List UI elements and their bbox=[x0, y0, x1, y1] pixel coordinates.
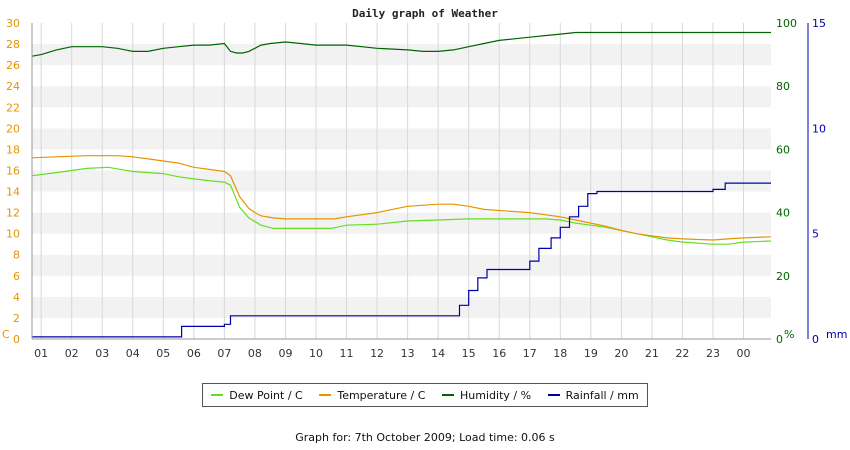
left-axis-unit: C bbox=[2, 328, 10, 341]
left-tick-label: 24 bbox=[6, 80, 20, 93]
right1-tick-label: 60 bbox=[776, 143, 790, 156]
right1-tick-label: 20 bbox=[776, 270, 790, 283]
grid-band bbox=[32, 86, 771, 108]
grid-band bbox=[32, 65, 771, 87]
left-tick-label: 6 bbox=[13, 270, 20, 283]
vertical-gridlines bbox=[40, 23, 745, 339]
grid-band bbox=[32, 317, 771, 339]
legend-label: Temperature / C bbox=[337, 388, 426, 402]
x-tick-label: 21 bbox=[645, 347, 659, 360]
left-tick-label: 26 bbox=[6, 59, 20, 72]
left-tick-label: 16 bbox=[6, 164, 20, 177]
legend-label: Dew Point / C bbox=[229, 388, 303, 402]
left-tick-label: 28 bbox=[6, 38, 20, 51]
right2-tick-label: 15 bbox=[812, 17, 826, 30]
left-tick-label: 22 bbox=[6, 101, 20, 114]
right1-tick-label: 40 bbox=[776, 207, 790, 220]
series-layer bbox=[31, 31, 772, 338]
chart-title: Daily graph of Weather bbox=[352, 7, 498, 20]
x-tick-label: 17 bbox=[523, 347, 537, 360]
x-tick-label: 22 bbox=[675, 347, 689, 360]
right2-axis-unit: mm bbox=[826, 328, 847, 341]
x-tick-label: 00 bbox=[737, 347, 751, 360]
axes: 01 02 03 04 05 06 07 08 09 10 11 12 13 14 15 16 17 18 19 20… bbox=[2, 17, 847, 360]
legend-item: Rainfall / mm bbox=[547, 388, 639, 402]
x-tick-label: 13 bbox=[401, 347, 415, 360]
x-tick-label: 12 bbox=[370, 347, 384, 360]
grid-band bbox=[32, 149, 771, 171]
series-line bbox=[31, 31, 771, 57]
left-tick-label: 4 bbox=[13, 291, 20, 304]
right1-tick-label: 80 bbox=[776, 80, 790, 93]
x-tick-label: 11 bbox=[340, 347, 354, 360]
left-tick-label: 14 bbox=[6, 186, 20, 199]
x-tick-label: 04 bbox=[126, 347, 140, 360]
x-tick-label: 10 bbox=[309, 347, 323, 360]
left-tick-label: 20 bbox=[6, 122, 20, 135]
x-tick-label: 19 bbox=[584, 347, 598, 360]
right1-tick-label: 0 bbox=[776, 333, 783, 346]
grid-band bbox=[32, 23, 771, 45]
series-line bbox=[32, 182, 771, 338]
x-tick-label: 18 bbox=[553, 347, 567, 360]
legend-label: Humidity / % bbox=[460, 388, 532, 402]
legend-swatch bbox=[547, 394, 560, 396]
left-tick-label: 18 bbox=[6, 143, 20, 156]
x-tick-label: 15 bbox=[462, 347, 476, 360]
x-tick-label: 03 bbox=[95, 347, 109, 360]
right1-axis-unit: % bbox=[784, 328, 794, 341]
series-line bbox=[31, 166, 772, 245]
chart-legend: Dew Point / C Temperature / C Humidity / %… bbox=[202, 383, 648, 407]
right2-tick-label: 0 bbox=[812, 333, 819, 346]
legend-swatch bbox=[442, 394, 455, 396]
left-tick-label: 8 bbox=[13, 249, 20, 262]
right2-tick-label: 5 bbox=[812, 228, 819, 241]
grid-band bbox=[32, 296, 771, 318]
x-tick-label: 08 bbox=[248, 347, 262, 360]
legend-item: Temperature / C bbox=[319, 389, 425, 402]
legend-label: Rainfall / mm bbox=[565, 388, 639, 402]
x-tick-label: 07 bbox=[217, 347, 231, 360]
footer-status: Graph for: 7th October 2009; Load time: … bbox=[295, 431, 555, 444]
grid-band bbox=[32, 107, 771, 129]
weather-chart: Daily graph of Weather 01 02 03 04 05 06 07 08 0… bbox=[2, 7, 847, 360]
grid-band bbox=[32, 128, 771, 150]
grid-band bbox=[32, 44, 771, 66]
grid-band bbox=[32, 254, 771, 276]
x-tick-label: 23 bbox=[706, 347, 720, 360]
x-tick-label: 16 bbox=[492, 347, 506, 360]
right2-tick-label: 10 bbox=[812, 122, 826, 135]
left-tick-label: 12 bbox=[6, 207, 20, 220]
grid-band bbox=[32, 212, 771, 234]
left-tick-label: 0 bbox=[13, 333, 20, 346]
x-tick-label: 14 bbox=[431, 347, 445, 360]
grid-bands bbox=[32, 23, 771, 339]
x-tick-label: 20 bbox=[614, 347, 628, 360]
x-tick-label: 01 bbox=[34, 347, 48, 360]
legend-swatch bbox=[211, 394, 224, 396]
x-tick-label: 05 bbox=[156, 347, 170, 360]
left-tick-label: 30 bbox=[6, 17, 20, 30]
x-tick-label: 02 bbox=[65, 347, 79, 360]
x-tick-label: 09 bbox=[278, 347, 292, 360]
right1-tick-label: 100 bbox=[776, 17, 797, 30]
legend-item: Humidity / % bbox=[442, 389, 531, 402]
grid-band bbox=[32, 191, 771, 213]
legend-swatch bbox=[319, 394, 332, 396]
left-tick-label: 10 bbox=[6, 228, 20, 241]
grid-band bbox=[32, 170, 771, 192]
x-tick-label: 06 bbox=[187, 347, 201, 360]
legend-item: Dew Point / C bbox=[211, 388, 303, 402]
grid-band bbox=[32, 233, 771, 255]
grid-band bbox=[32, 275, 771, 297]
series-line bbox=[31, 155, 772, 241]
left-tick-label: 2 bbox=[13, 312, 20, 325]
